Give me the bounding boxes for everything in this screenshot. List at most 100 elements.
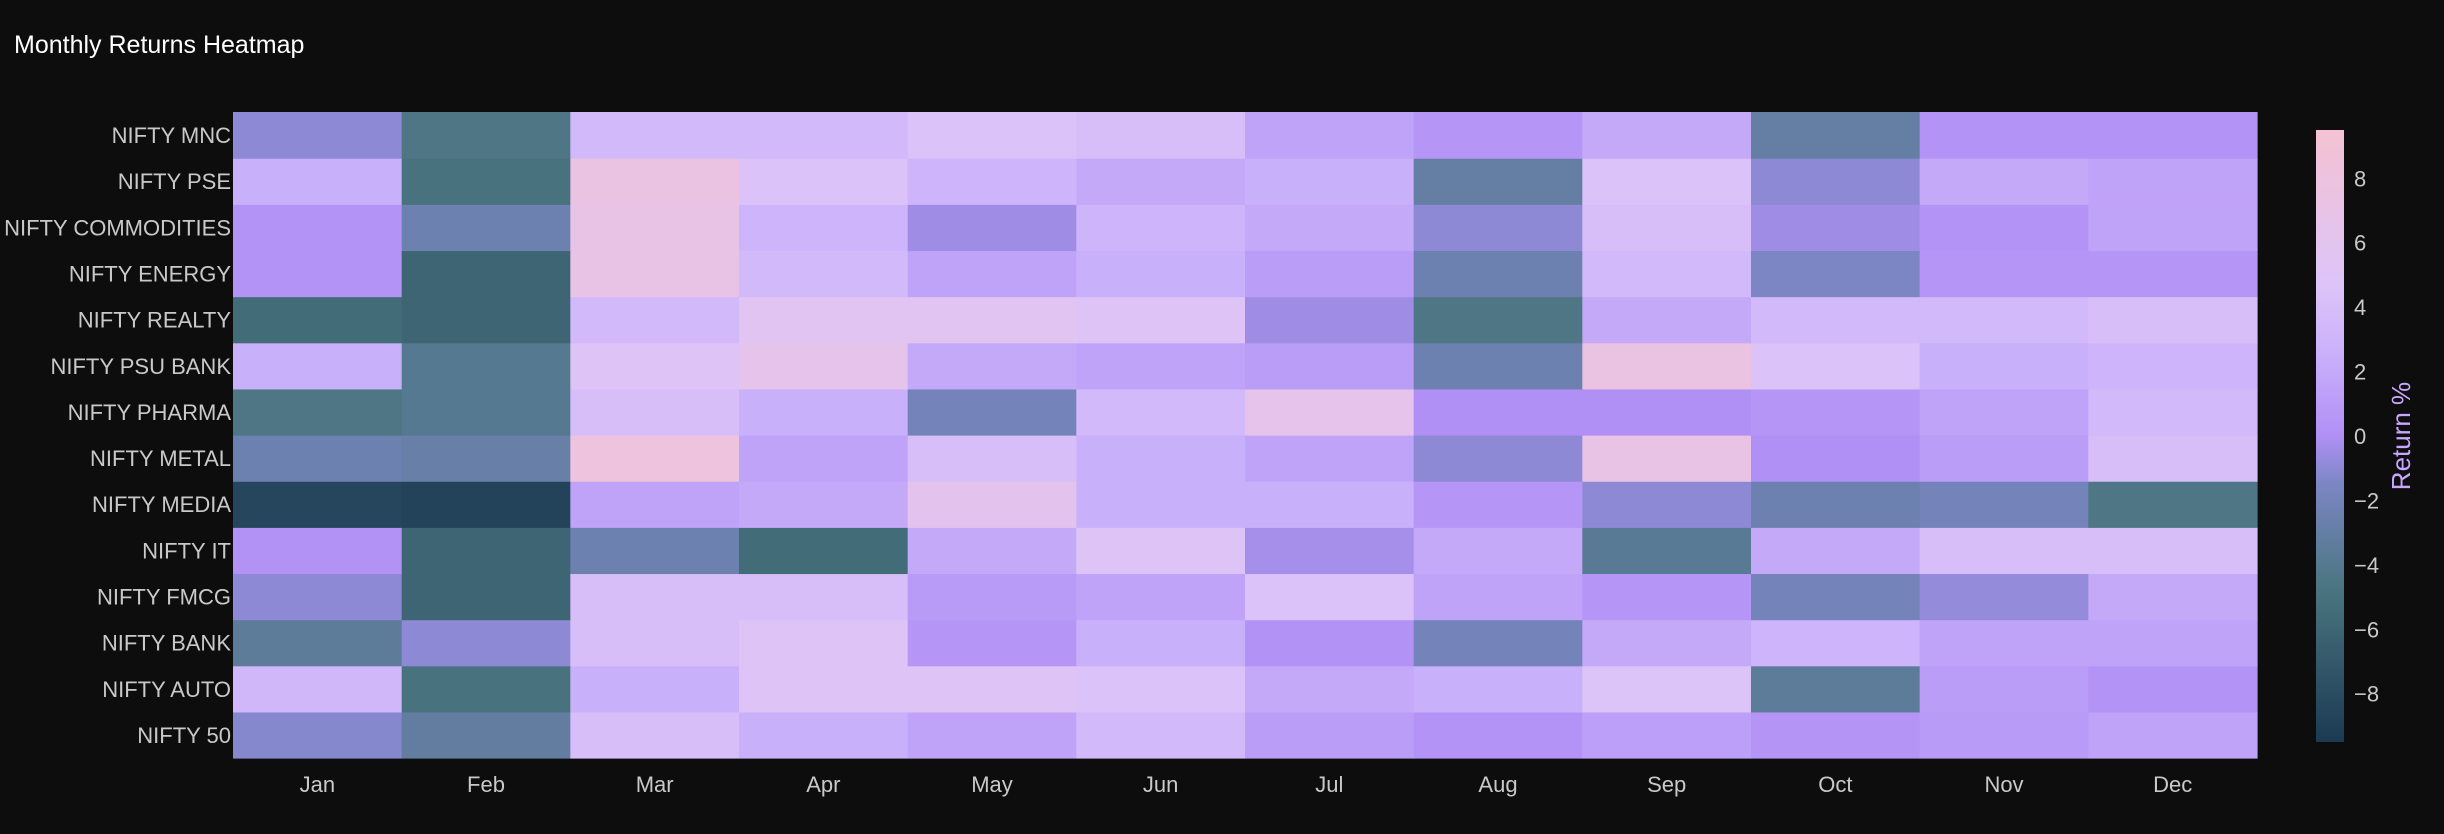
heatmap-cell-nifty-mnc-dec: [2088, 112, 2258, 159]
heatmap-cell-nifty-psu-bank-jul: [1245, 342, 1415, 390]
y-tick-label: NIFTY 50: [137, 723, 231, 748]
heatmap-cell-nifty-psu-bank-dec: [2088, 342, 2258, 390]
heatmap-cell-nifty-media-jan: [233, 481, 403, 528]
heatmap-cell-nifty-pse-jul: [1245, 158, 1415, 205]
heatmap-cell-nifty-fmcg-jan: [233, 573, 403, 621]
heatmap-cell-nifty-auto-jun: [1076, 665, 1246, 713]
heatmap-cell-nifty-fmcg-mar: [570, 573, 740, 621]
heatmap-cell-nifty-commodities-sep: [1582, 204, 1752, 252]
heatmap-cell-nifty-metal-jul: [1245, 435, 1415, 482]
heatmap-cell-nifty-energy-sep: [1582, 250, 1752, 298]
heatmap-cell-nifty-media-dec: [2088, 481, 2258, 528]
heatmap-cell-nifty-metal-apr: [739, 435, 909, 482]
heatmap-cell-nifty-mnc-mar: [570, 112, 740, 159]
heatmap-cell-nifty-energy-jan: [233, 250, 403, 298]
heatmap-cell-nifty-pharma-nov: [1919, 388, 2089, 436]
colorbar-tick-label: −4: [2354, 553, 2379, 578]
heatmap-cell-nifty-psu-bank-jan: [233, 342, 403, 390]
heatmap-cell-nifty-pse-dec: [2088, 158, 2258, 205]
heatmap-cell-nifty-pharma-sep: [1582, 388, 1752, 436]
heatmap-cell-nifty-realty-sep: [1582, 296, 1752, 344]
y-tick-label: NIFTY METAL: [90, 446, 231, 471]
heatmap-cell-nifty-commodities-dec: [2088, 204, 2258, 252]
heatmap-cell-nifty-pharma-feb: [401, 388, 571, 436]
colorbar: 8 6 4 2 0 −2 −4 −6 −8 Return %: [2316, 130, 2416, 742]
heatmap-cell-nifty-pse-apr: [739, 158, 909, 205]
heatmap-cell-nifty-pharma-may: [907, 388, 1077, 436]
heatmap-cell-nifty-energy-dec: [2088, 250, 2258, 298]
heatmap-cell-nifty-realty-jan: [233, 296, 403, 344]
heatmap-cell-nifty-media-may: [907, 481, 1077, 528]
heatmap-cell-nifty-it-apr: [739, 527, 909, 575]
heatmap-cell-nifty-bank-jan: [233, 619, 403, 667]
heatmap-cell-nifty-media-apr: [739, 481, 909, 528]
heatmap-cell-nifty-it-may: [907, 527, 1077, 575]
heatmap-cell-nifty-bank-aug: [1413, 619, 1583, 667]
heatmap-cell-nifty-commodities-oct: [1751, 204, 1921, 252]
heatmap-cell-nifty-commodities-apr: [739, 204, 909, 252]
heatmap-cell-nifty-pharma-aug: [1413, 388, 1583, 436]
heatmap-cell-nifty-realty-may: [907, 296, 1077, 344]
heatmap-cell-nifty-media-aug: [1413, 481, 1583, 528]
heatmap-cell-nifty-50-nov: [1919, 711, 2089, 759]
heatmap-cell-nifty-metal-jan: [233, 435, 403, 482]
heatmap-cell-nifty-pse-jan: [233, 158, 403, 205]
heatmap-cell-nifty-auto-mar: [570, 665, 740, 713]
y-tick-label: NIFTY MNC: [112, 123, 231, 148]
heatmap-cell-nifty-50-jan: [233, 711, 403, 759]
heatmap-cell-nifty-it-jan: [233, 527, 403, 575]
heatmap-cell-nifty-mnc-apr: [739, 112, 909, 159]
colorbar-tick-label: 4: [2354, 295, 2366, 320]
heatmap-cell-nifty-commodities-feb: [401, 204, 571, 252]
colorbar-tick-label: −8: [2354, 682, 2379, 707]
y-tick-label: NIFTY REALTY: [78, 308, 232, 333]
heatmap-cell-nifty-50-dec: [2088, 711, 2258, 759]
heatmap-cell-nifty-50-apr: [739, 711, 909, 759]
y-tick-label: NIFTY COMMODITIES: [4, 215, 231, 240]
heatmap-cell-nifty-fmcg-dec: [2088, 573, 2258, 621]
heatmap-cell-nifty-mnc-feb: [401, 112, 571, 159]
chart-title: Monthly Returns Heatmap: [14, 31, 304, 59]
heatmap-cell-nifty-energy-aug: [1413, 250, 1583, 298]
x-tick-label: Apr: [806, 772, 840, 797]
heatmap-cell-nifty-realty-nov: [1919, 296, 2089, 344]
heatmap-cell-nifty-50-oct: [1751, 711, 1921, 759]
heatmap-cell-nifty-it-oct: [1751, 527, 1921, 575]
y-axis-tick-labels: NIFTY 50 NIFTY AUTO NIFTY BANK NIFTY FMCG NI…: [4, 123, 231, 748]
heatmap-cell-nifty-mnc-oct: [1751, 112, 1921, 159]
heatmap-cell-nifty-metal-nov: [1919, 435, 2089, 482]
y-tick-label: NIFTY FMCG: [97, 585, 231, 610]
heatmap-cell-nifty-fmcg-aug: [1413, 573, 1583, 621]
heatmap-cell-nifty-metal-may: [907, 435, 1077, 482]
x-tick-label: Feb: [467, 772, 505, 797]
y-tick-label: NIFTY ENERGY: [69, 262, 232, 287]
heatmap-cell-nifty-auto-oct: [1751, 665, 1921, 713]
heatmap-cell-nifty-realty-mar: [570, 296, 740, 344]
y-tick-label: NIFTY PHARMA: [68, 400, 232, 425]
y-tick-label: NIFTY AUTO: [102, 677, 231, 702]
heatmap-cell-nifty-it-dec: [2088, 527, 2258, 575]
heatmap-cell-nifty-commodities-aug: [1413, 204, 1583, 252]
heatmap-cell-nifty-energy-mar: [570, 250, 740, 298]
x-tick-label: Jan: [300, 772, 335, 797]
heatmap-cell-nifty-commodities-may: [907, 204, 1077, 252]
heatmap-cell-nifty-pse-nov: [1919, 158, 2089, 205]
heatmap-cell-nifty-fmcg-oct: [1751, 573, 1921, 621]
colorbar-tick-label: 6: [2354, 231, 2366, 256]
heatmap-cell-nifty-realty-apr: [739, 296, 909, 344]
heatmap-cell-nifty-media-nov: [1919, 481, 2089, 528]
heatmap-cell-nifty-psu-bank-aug: [1413, 342, 1583, 390]
heatmap-cell-nifty-pharma-jan: [233, 388, 403, 436]
heatmap-cell-nifty-pharma-apr: [739, 388, 909, 436]
heatmap-cell-nifty-it-jun: [1076, 527, 1246, 575]
heatmap-cell-nifty-auto-may: [907, 665, 1077, 713]
x-tick-label: May: [971, 772, 1013, 797]
heatmap-cell-nifty-energy-jul: [1245, 250, 1415, 298]
heatmap-cell-nifty-commodities-jun: [1076, 204, 1246, 252]
heatmap-cell-nifty-media-feb: [401, 481, 571, 528]
heatmap-cell-nifty-fmcg-may: [907, 573, 1077, 621]
heatmap-cell-nifty-pharma-jul: [1245, 388, 1415, 436]
heatmap-cell-nifty-auto-aug: [1413, 665, 1583, 713]
heatmap-cell-nifty-50-jun: [1076, 711, 1246, 759]
